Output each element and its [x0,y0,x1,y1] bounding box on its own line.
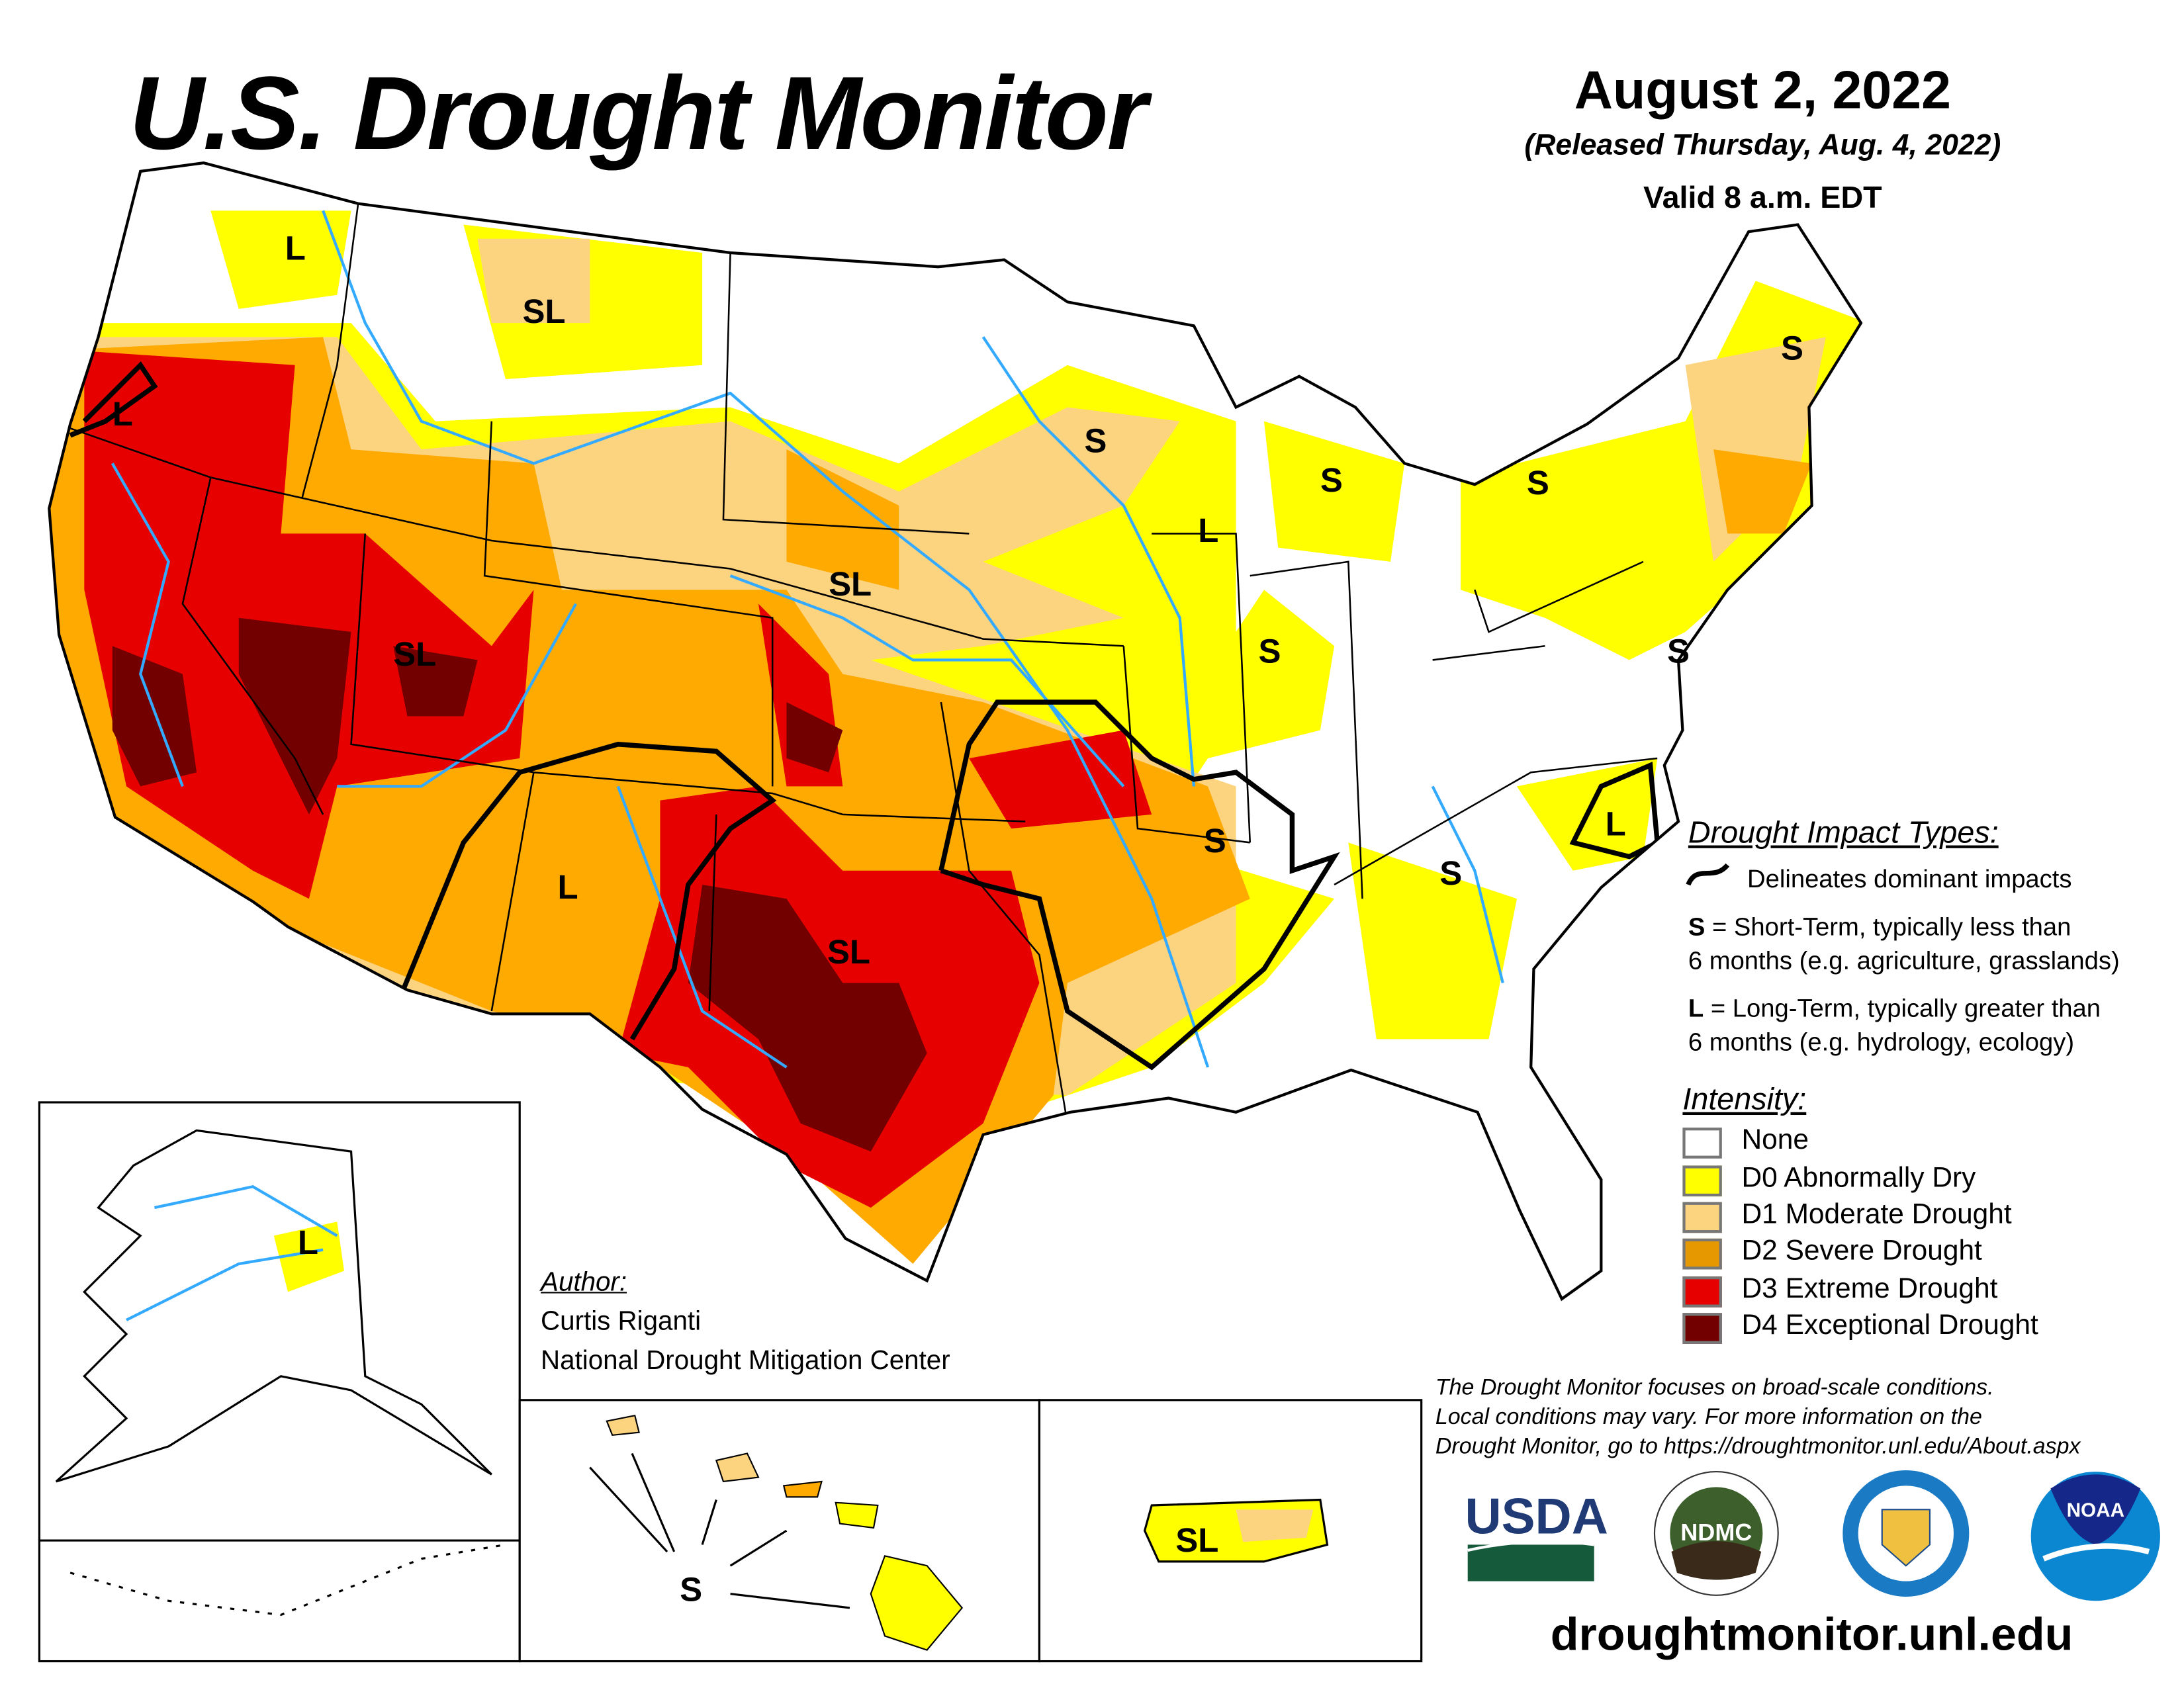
website-link[interactable]: droughtmonitor.unl.edu [1550,1607,2073,1660]
map-label: S [1204,822,1226,860]
release-date: (Released Thursday, Aug. 4, 2022) [1524,129,2001,162]
impact-line-desc: Delineates dominant impacts [1747,865,2072,893]
map-date: August 2, 2022 [1574,62,1951,121]
long-term-desc: L = Long-Term, typically greater than 6 m… [1688,994,2101,1056]
intensity-legend-heading: Intensity: [1682,1081,1807,1117]
legend-label: D4 Exceptional Drought [1741,1310,2038,1341]
map-label: L [298,1223,318,1261]
impact-legend-heading: Drought Impact Types: [1688,814,1999,850]
impact-line-icon [1686,863,1730,886]
state-borders [69,203,1658,1124]
disclaimer-line: Local conditions may vary. For more info… [1435,1405,1982,1430]
disclaimer-line[interactable]: Drought Monitor, go to https://droughtmo… [1435,1435,2081,1459]
d4-area [112,617,927,1152]
map-label: SL [1175,1521,1218,1559]
map-label: SL [829,565,872,603]
legend-label: D0 Abnormally Dry [1741,1163,1976,1194]
ndmc-logo: NDMC [1653,1471,1779,1596]
impact-lines [69,361,1661,1071]
page-title: U.S. Drought Monitor [129,54,1148,171]
swatch-none [1682,1128,1722,1159]
swatch-d2 [1682,1238,1722,1270]
map-label: SL [522,292,565,330]
map-label: L [113,395,133,433]
noaa-logo: NOAA [2030,1472,2160,1601]
doc-logo [1843,1470,1970,1597]
author-label: Author: [541,1268,627,1298]
alaska-inset: L [38,1101,521,1663]
swatch-d1 [1682,1202,1722,1233]
puerto-rico-inset: SL [1038,1399,1423,1663]
hawaii-inset: S [518,1399,1041,1663]
map-label: SL [393,635,436,673]
map-label: L [285,230,306,267]
svg-text:USDA: USDA [1465,1488,1608,1544]
map-label: L [558,868,578,906]
author-name: Curtis Riganti [541,1307,702,1337]
map-label: S [1439,854,1462,892]
map-label: S [1667,633,1690,670]
disclaimer-line: The Drought Monitor focuses on broad-sca… [1435,1376,1994,1400]
swatch-d4 [1682,1313,1722,1344]
valid-time: Valid 8 a.m. EDT [1643,179,1882,215]
map-label: S [680,1570,702,1608]
legend-label: D3 Extreme Drought [1741,1273,1998,1305]
usda-logo: USDA [1465,1488,1608,1581]
swatch-d0 [1682,1165,1722,1197]
map-label: S [1527,464,1549,502]
map-label: S [1781,329,1803,367]
map-label: L [1198,511,1218,549]
map-label: S [1320,461,1343,499]
map-label: SL [827,933,870,971]
rivers [111,210,1504,1069]
author-org: National Drought Mitigation Center [541,1347,950,1376]
swatch-d3 [1682,1276,1722,1308]
map-label: S [1258,633,1281,670]
author-block: Author: Curtis Riganti National Drought … [541,1264,950,1382]
disclaimer: The Drought Monitor focuses on broad-sca… [1435,1374,2081,1462]
svg-text:NOAA: NOAA [2067,1499,2124,1521]
map-label: S [1084,422,1107,459]
legend-label: D1 Moderate Drought [1741,1199,2012,1231]
map-label: L [1606,805,1626,843]
svg-text:NDMC: NDMC [1680,1519,1752,1546]
short-term-desc: S = Short-Term, typically less than 6 mon… [1688,912,2120,975]
map-impact-labels: L SL L S S L S S S SL SL S L S L SL S [113,230,1803,971]
legend-label: D2 Severe Drought [1741,1235,1982,1267]
legend-label: None [1741,1124,1809,1156]
